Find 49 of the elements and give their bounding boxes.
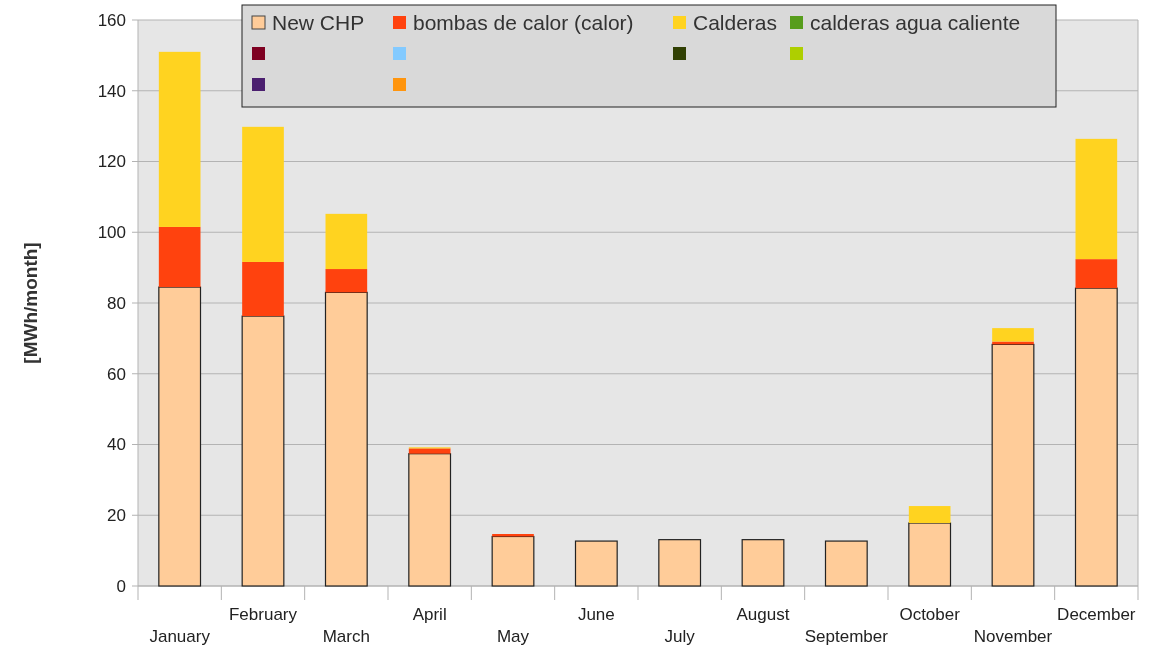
legend-label: calderas agua caliente — [810, 11, 1021, 35]
y-tick-label: 0 — [116, 576, 126, 596]
bar — [408, 448, 451, 454]
x-tick-label: June — [577, 604, 615, 624]
bar — [325, 213, 368, 270]
bar — [1075, 259, 1118, 289]
x-tick-label: December — [1057, 604, 1136, 624]
bar — [324, 291, 368, 587]
x-tick-label: April — [412, 604, 447, 624]
y-tick-label: 80 — [107, 293, 126, 313]
x-tick-label: May — [496, 626, 530, 646]
legend-label: New CHP — [272, 11, 365, 35]
x-tick-label: February — [228, 604, 298, 624]
bar — [158, 286, 202, 587]
bar — [908, 506, 951, 524]
x-tick-label: November — [973, 626, 1053, 646]
bar — [1075, 138, 1118, 260]
bar — [824, 540, 868, 587]
bar — [1074, 287, 1118, 587]
bar — [158, 226, 201, 288]
y-tick-label: 120 — [97, 152, 126, 172]
bar — [325, 269, 368, 293]
legend-label: Calderas — [693, 11, 778, 35]
y-tick-label: 20 — [107, 506, 126, 526]
bar — [992, 328, 1034, 342]
bar — [241, 315, 285, 587]
bar — [658, 539, 702, 587]
bar — [741, 539, 785, 587]
y-axis-title: [MWh/month] — [19, 242, 41, 364]
bar — [574, 540, 618, 587]
bar — [491, 535, 535, 587]
x-tick-label: January — [149, 626, 211, 646]
x-tick-label: July — [664, 626, 696, 646]
y-tick-label: 60 — [107, 364, 126, 384]
x-tick-label: October — [899, 604, 961, 624]
bar — [408, 453, 452, 587]
bar — [242, 126, 284, 262]
x-tick-label: March — [322, 626, 370, 646]
bar — [908, 522, 952, 587]
y-tick-label: 160 — [97, 10, 126, 30]
y-tick-label: 40 — [107, 435, 126, 455]
x-tick-label: September — [804, 626, 889, 646]
x-tick-label: August — [736, 604, 790, 624]
bar — [991, 343, 1035, 587]
bar — [242, 261, 284, 317]
bar — [158, 51, 201, 227]
y-tick-label: 100 — [97, 223, 126, 243]
legend-label: bombas de calor (calor) — [413, 11, 634, 35]
y-tick-label: 140 — [97, 81, 126, 101]
